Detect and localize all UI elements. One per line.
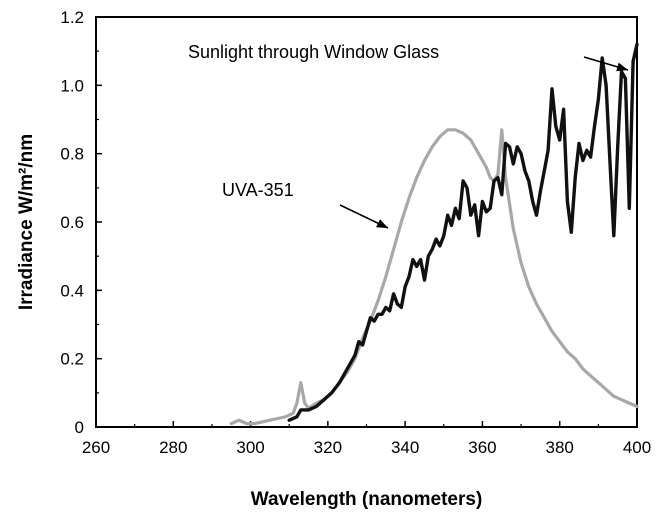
annotation-uva351: UVA-351: [222, 180, 294, 200]
annotations: Sunlight through Window Glass UVA-351: [188, 42, 629, 229]
series-line-sunlight-through-window-glass: [287, 42, 639, 422]
arrowhead-uva351: [376, 219, 388, 228]
arrowhead-sunlight: [616, 62, 628, 72]
y-axis-title: Irradiance W/m²/nm: [16, 134, 37, 310]
y-tick-label: 0: [75, 418, 84, 437]
y-tick-label: 0.8: [60, 145, 84, 164]
plot-frame: [95, 16, 638, 428]
x-tick-label: 360: [468, 438, 496, 457]
x-tick-label: 260: [82, 438, 110, 457]
x-axis-title: Wavelength (nanometers): [251, 489, 483, 510]
y-tick-label: 0.2: [60, 350, 84, 369]
y-axis-ticks: 0 0.2 0.4 0.6 0.8 1.0 1.2: [60, 8, 102, 437]
series-line-uva-351: [229, 128, 639, 426]
y-tick-label: 1.0: [60, 76, 84, 95]
x-tick-label: 400: [623, 438, 651, 457]
x-axis-ticks: 260 280 300 320 340 360 380 400: [82, 421, 651, 457]
y-tick-label: 0.4: [60, 281, 84, 300]
annotation-sunlight: Sunlight through Window Glass: [188, 42, 439, 62]
x-tick-label: 340: [391, 438, 419, 457]
y-tick-label: 1.2: [60, 8, 84, 27]
x-tick-label: 320: [314, 438, 342, 457]
y-tick-label: 0.6: [60, 213, 84, 232]
series-layer: [229, 42, 639, 426]
x-tick-label: 380: [546, 438, 574, 457]
x-tick-label: 300: [236, 438, 264, 457]
x-tick-label: 280: [159, 438, 187, 457]
